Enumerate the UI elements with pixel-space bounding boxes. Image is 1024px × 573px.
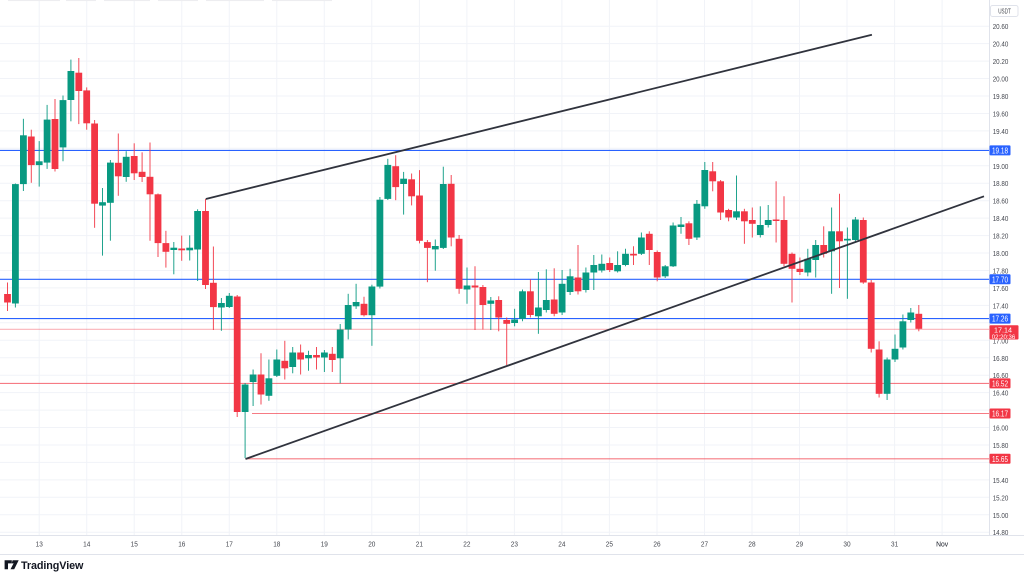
svg-text:23: 23	[511, 540, 518, 549]
svg-text:15.40: 15.40	[993, 476, 1009, 485]
svg-text:TradingView: TradingView	[21, 560, 84, 572]
svg-text:15: 15	[131, 540, 138, 549]
svg-text:16: 16	[178, 540, 185, 549]
svg-text:19.00: 19.00	[993, 162, 1009, 171]
svg-text:17.26: 17.26	[992, 315, 1008, 324]
svg-text:31: 31	[891, 540, 898, 549]
svg-text:17.00: 17.00	[993, 336, 1009, 345]
svg-text:Nov: Nov	[936, 540, 948, 549]
svg-text:20.00: 20.00	[993, 75, 1009, 84]
svg-text:26: 26	[653, 540, 660, 549]
svg-text:USDT: USDT	[998, 6, 1011, 15]
svg-text:15.00: 15.00	[993, 511, 1009, 520]
svg-text:18.40: 18.40	[993, 214, 1009, 223]
svg-text:19.80: 19.80	[993, 92, 1009, 101]
svg-text:30: 30	[843, 540, 850, 549]
svg-text:17.14: 17.14	[994, 325, 1012, 334]
svg-text:18.20: 18.20	[993, 232, 1009, 241]
svg-text:14.80: 14.80	[993, 528, 1009, 537]
svg-text:25: 25	[606, 540, 613, 549]
svg-text:02:20:36: 02:20:36	[992, 335, 1016, 341]
svg-text:18.80: 18.80	[993, 179, 1009, 188]
svg-text:29: 29	[796, 540, 803, 549]
svg-text:20.20: 20.20	[993, 57, 1009, 66]
svg-text:20.40: 20.40	[993, 40, 1009, 49]
svg-text:17: 17	[226, 540, 233, 549]
svg-text:22: 22	[463, 540, 470, 549]
svg-text:13: 13	[36, 540, 43, 549]
svg-text:16.00: 16.00	[993, 424, 1009, 433]
svg-text:16.17: 16.17	[992, 410, 1008, 419]
svg-text:18: 18	[273, 540, 280, 549]
svg-text:28: 28	[748, 540, 755, 549]
svg-text:16.40: 16.40	[993, 389, 1009, 398]
svg-text:16.60: 16.60	[993, 371, 1009, 380]
svg-text:19: 19	[321, 540, 328, 549]
svg-text:15.65: 15.65	[992, 455, 1009, 464]
svg-text:21: 21	[416, 540, 423, 549]
svg-text:19.40: 19.40	[993, 127, 1009, 136]
svg-text:17.70: 17.70	[992, 275, 1009, 284]
svg-text:24: 24	[558, 540, 565, 549]
svg-text:18.00: 18.00	[993, 249, 1009, 258]
svg-text:19.18: 19.18	[992, 146, 1008, 155]
svg-text:20: 20	[368, 540, 375, 549]
svg-text:15.80: 15.80	[993, 441, 1009, 450]
svg-text:16.52: 16.52	[992, 379, 1008, 388]
svg-text:19.60: 19.60	[993, 110, 1009, 119]
svg-text:17.40: 17.40	[993, 301, 1009, 310]
svg-text:15.20: 15.20	[993, 493, 1009, 502]
svg-text:14: 14	[83, 540, 90, 549]
svg-text:16.80: 16.80	[993, 354, 1009, 363]
svg-text:17.80: 17.80	[993, 267, 1009, 276]
svg-text:17.60: 17.60	[993, 284, 1009, 293]
svg-text:20.60: 20.60	[993, 22, 1009, 31]
svg-text:18.60: 18.60	[993, 197, 1009, 206]
svg-text:27: 27	[701, 540, 708, 549]
